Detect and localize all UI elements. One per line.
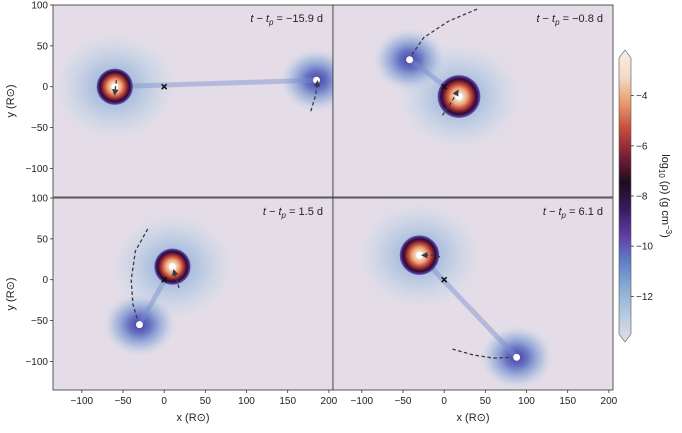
y-tick-label: 0 (42, 82, 48, 93)
time-annotation: t − tp = −0.8 d (536, 13, 603, 27)
x-tick-label: 50 (200, 396, 212, 407)
x-tick-label: −100 (71, 396, 94, 407)
time-annotation: t − tp = 1.5 d (263, 206, 323, 220)
companion-star (313, 76, 320, 84)
primary-star-core (111, 83, 119, 91)
center-of-mass-mark (161, 276, 168, 283)
orbit-trail (452, 348, 512, 359)
y-tick-label: −50 (31, 123, 48, 134)
y-tick-label: −50 (31, 316, 48, 327)
colorbar-tick-label: −10 (636, 242, 653, 253)
x-tick-label: 150 (559, 396, 576, 407)
x-tick-label: 200 (321, 396, 338, 407)
x-tick-label: 50 (480, 396, 492, 407)
time-annotation: t − tp = −15.9 d (250, 13, 323, 27)
y-tick-label: −100 (25, 164, 48, 175)
y-tick-label: 0 (42, 275, 48, 286)
gas-stream (112, 77, 320, 90)
y-tick-label: −100 (25, 357, 48, 368)
x-axis-label: x (R⊙) (456, 412, 489, 424)
panel-frame (332, 197, 614, 391)
center-of-mass-mark (161, 83, 168, 90)
panel-bottom-left: t − tp = 1.5 d 100 50 0 −50 −100 −100 −50 0 50 100… (5, 194, 338, 425)
colorbar-tick-label: −8 (636, 192, 648, 203)
time-annotation: t − tp = 6.1 d (543, 206, 603, 220)
x-tick-label: 0 (441, 396, 447, 407)
gas-halo (278, 47, 333, 114)
primary-star-core (168, 263, 176, 271)
x-tick-label: −100 (351, 396, 374, 407)
panel-bottom-right: t − tp = 6.1 d −100 −50 0 50 100 150 200 x (R⊙) (332, 197, 618, 424)
y-tick-label: 100 (31, 194, 48, 205)
orbit-trail (130, 228, 149, 321)
center-of-mass-mark (441, 83, 448, 90)
colorbar-bar (618, 49, 632, 343)
primary-star-core (416, 251, 423, 259)
colorbar-tick-label: −4 (636, 91, 648, 102)
x-tick-label: 0 (161, 396, 167, 407)
companion-star (136, 321, 143, 329)
y-tick-label: 50 (37, 234, 49, 245)
panel-top-right: t − tp = −0.8 d (332, 4, 614, 198)
x-tick-label: 100 (238, 396, 255, 407)
companion-star (406, 56, 414, 64)
panel-top-left: t − tp = −15.9 d 100 50 0 −50 −100 y (R⊙) (5, 1, 334, 198)
colorbar-tick-label: −12 (636, 292, 653, 303)
colorbar-label: log10 (ρ) (g cm−3) (657, 154, 673, 238)
x-tick-label: 100 (518, 396, 535, 407)
colorbar-tick-label: −6 (636, 141, 648, 152)
panel-frame (332, 4, 614, 198)
x-tick-label: 150 (279, 396, 296, 407)
gas-stream (416, 252, 520, 360)
y-axis-label: y (R⊙) (5, 277, 17, 310)
y-tick-label: 50 (37, 41, 49, 52)
center-of-mass-mark (441, 276, 448, 283)
x-tick-label: 200 (601, 396, 618, 407)
y-tick-label: 100 (31, 1, 48, 12)
velocity-arrow (310, 80, 321, 112)
velocity-arrow (172, 269, 180, 289)
x-axis-label: x (R⊙) (176, 412, 209, 424)
y-axis-label: y (R⊙) (5, 84, 17, 117)
x-tick-label: −50 (395, 396, 412, 407)
velocity-arrow (421, 251, 441, 259)
velocity-arrow (441, 89, 459, 116)
companion-star (513, 353, 521, 361)
x-tick-label: −50 (115, 396, 132, 407)
velocity-arrow (112, 80, 119, 96)
colorbar: −4 −6 −8 −10 −12 log10 (ρ) (g cm−3) (618, 49, 673, 343)
